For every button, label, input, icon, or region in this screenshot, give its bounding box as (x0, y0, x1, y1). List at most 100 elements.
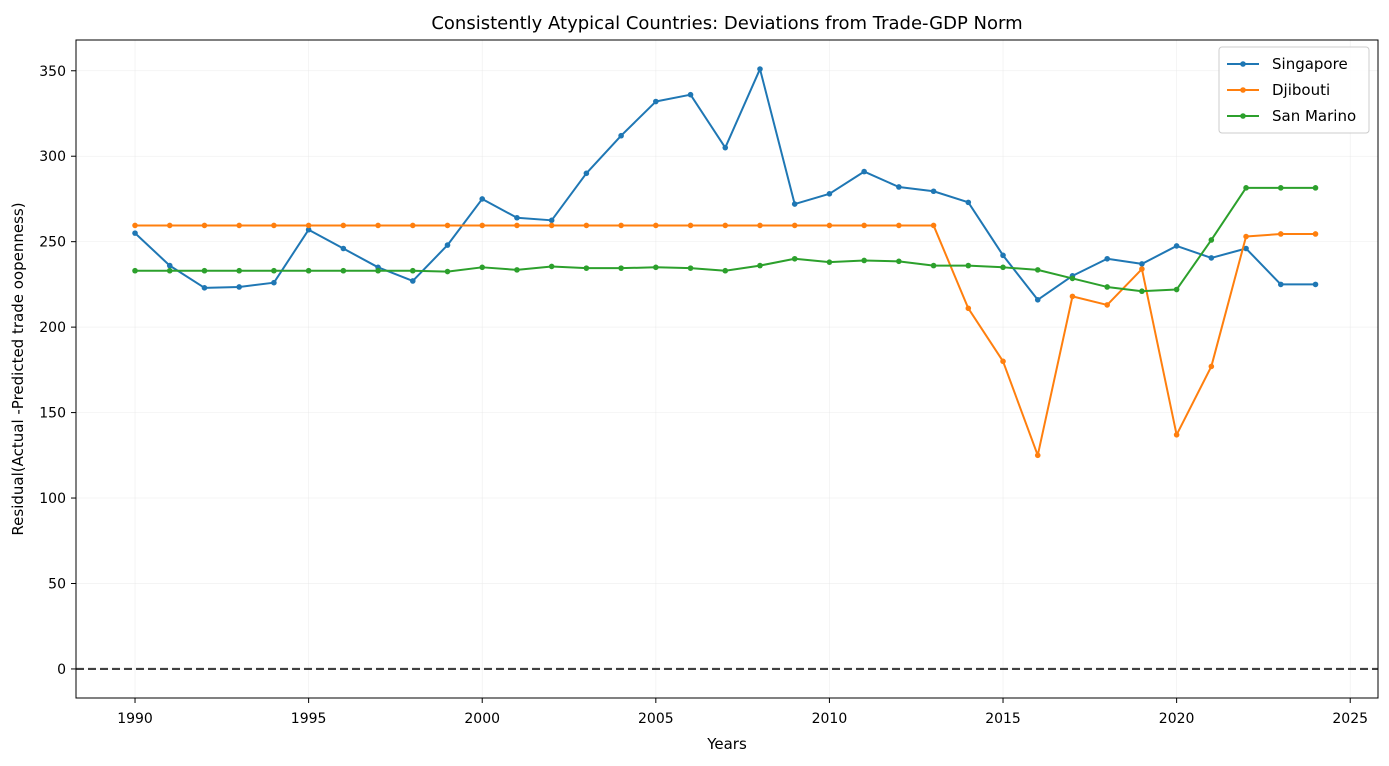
data-point-singapore (132, 230, 138, 236)
data-point-djibouti (722, 222, 729, 229)
data-point-djibouti (757, 222, 763, 229)
series-line-san-marino (135, 186, 1316, 293)
data-point-djibouti (271, 222, 277, 229)
data-point-san-marino (1243, 185, 1249, 191)
data-point-singapore (722, 144, 729, 151)
data-point-djibouti (132, 222, 138, 229)
data-point-san-marino (896, 258, 902, 265)
chart-title: Consistently Atypical Countries: Deviati… (431, 13, 1022, 34)
series-line-djibouti (135, 224, 1316, 457)
series-san-marino (132, 185, 1319, 295)
grid (76, 40, 1378, 698)
data-point-singapore (548, 217, 555, 224)
y-tick-label: 150 (39, 406, 66, 422)
data-point-singapore (1208, 255, 1215, 261)
data-point-djibouti (305, 222, 312, 229)
data-point-san-marino (757, 262, 763, 269)
data-point-san-marino (548, 263, 555, 270)
series-djibouti (132, 222, 1319, 459)
legend-item-djibouti: Djibouti (1227, 81, 1330, 99)
y-tick-label: 350 (39, 64, 66, 80)
data-point-singapore (1243, 245, 1249, 252)
data-point-san-marino (305, 267, 312, 274)
data-point-djibouti (548, 222, 555, 229)
data-point-singapore (166, 262, 173, 269)
data-point-djibouti (409, 222, 416, 229)
y-tick-label: 200 (39, 320, 66, 336)
data-point-san-marino (791, 255, 798, 262)
legend-item-singapore: Singapore (1227, 55, 1348, 73)
data-point-djibouti (375, 222, 381, 229)
data-point-san-marino (166, 267, 173, 274)
x-axis-label: Years (706, 735, 747, 753)
series-group (132, 66, 1319, 459)
data-point-djibouti (236, 222, 242, 229)
data-point-singapore (1139, 261, 1145, 267)
data-point-singapore (896, 184, 902, 190)
data-point-san-marino (409, 267, 416, 274)
data-point-djibouti (1034, 452, 1041, 459)
x-tick-label: 2025 (1332, 711, 1368, 727)
series-singapore (132, 66, 1319, 303)
data-point-san-marino (1034, 267, 1041, 273)
data-point-singapore (826, 191, 833, 197)
data-point-san-marino (618, 265, 624, 271)
data-point-djibouti (166, 222, 173, 229)
data-point-san-marino (965, 262, 972, 269)
data-point-singapore (861, 168, 867, 175)
data-point-singapore (965, 199, 972, 206)
y-axis-label: Residual(Actual -Predicted trade oopenne… (9, 202, 27, 535)
data-point-singapore (757, 66, 763, 72)
data-point-djibouti (1139, 266, 1145, 272)
data-point-san-marino (340, 267, 347, 274)
x-tick-label: 2020 (1159, 711, 1195, 727)
data-point-singapore (1173, 243, 1180, 249)
data-point-singapore (305, 226, 312, 233)
x-tick-label: 1995 (291, 711, 327, 727)
y-tick-label: 0 (57, 662, 66, 678)
data-point-singapore (1034, 296, 1041, 303)
legend-label: Singapore (1272, 55, 1348, 73)
data-point-san-marino (236, 267, 242, 274)
data-point-singapore (687, 91, 694, 98)
x-axis: 1990 1995 2000 2005 2010 2015 2020 2025 (117, 698, 1368, 727)
data-point-san-marino (1104, 284, 1110, 290)
data-point-san-marino (930, 262, 937, 269)
data-point-djibouti (1104, 302, 1110, 308)
data-point-singapore (791, 201, 798, 207)
data-point-djibouti (1000, 358, 1006, 365)
legend-swatch-marker (1240, 113, 1246, 119)
series-line-singapore (134, 68, 1316, 301)
data-point-djibouti (444, 222, 451, 229)
data-point-san-marino (583, 265, 590, 271)
data-point-djibouti (340, 222, 347, 229)
data-point-singapore (409, 278, 416, 284)
data-point-san-marino (722, 267, 729, 274)
data-point-singapore (236, 284, 242, 290)
data-point-singapore (1000, 252, 1006, 259)
data-point-san-marino (1139, 288, 1145, 295)
data-point-singapore (618, 132, 624, 139)
legend-swatch-marker (1240, 61, 1246, 67)
legend-label: Djibouti (1272, 81, 1330, 99)
data-point-san-marino (132, 267, 138, 274)
plot-frame (75, 39, 1379, 699)
data-point-singapore (479, 196, 486, 202)
data-point-singapore (201, 285, 208, 291)
y-tick-label: 300 (39, 149, 66, 165)
data-point-djibouti (1312, 231, 1319, 237)
data-point-djibouti (1069, 293, 1076, 300)
data-point-singapore (930, 188, 937, 195)
legend: Singapore Djibouti San Marino (1218, 46, 1370, 134)
data-point-djibouti (826, 222, 833, 229)
data-point-djibouti (896, 222, 902, 229)
data-point-djibouti (1208, 363, 1215, 370)
data-point-djibouti (1243, 233, 1249, 240)
data-point-san-marino (1069, 275, 1076, 282)
data-point-san-marino (1000, 264, 1006, 271)
data-point-san-marino (1173, 286, 1180, 293)
x-tick-label: 2010 (812, 711, 848, 727)
data-point-san-marino (1312, 185, 1319, 191)
data-point-singapore (1104, 255, 1110, 262)
